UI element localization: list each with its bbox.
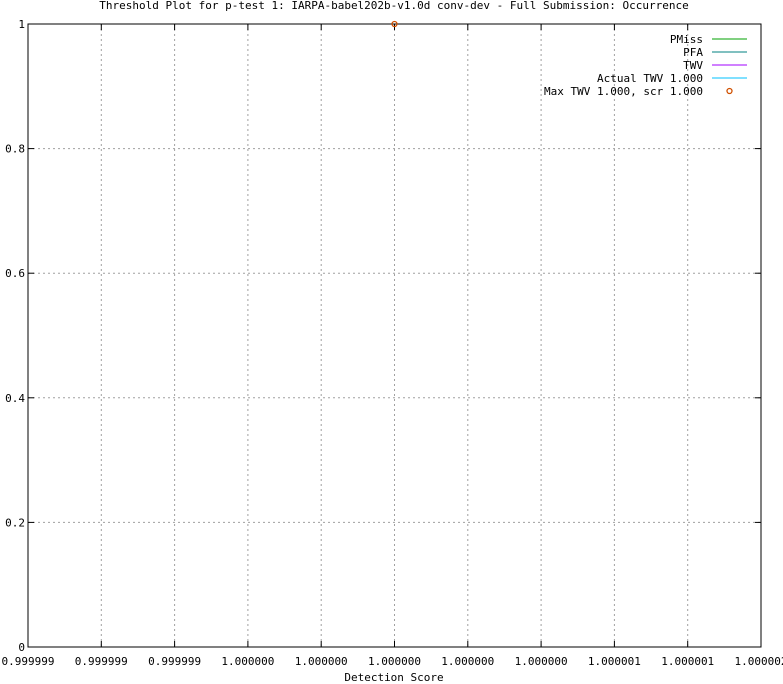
- x-tick-label: 1.000000: [515, 655, 568, 668]
- legend-label: PFA: [683, 46, 703, 59]
- data-points: [391, 20, 398, 28]
- x-tick-label: 1.000001: [661, 655, 714, 668]
- legend-label: TWV: [683, 59, 703, 72]
- x-tick-label: 1.000000: [295, 655, 348, 668]
- grid-lines: [28, 24, 761, 647]
- x-tick-label: 1.000000: [221, 655, 274, 668]
- x-axis-label: Detection Score: [344, 671, 443, 684]
- x-tick-label: 0.999999: [2, 655, 55, 668]
- x-tick-label: 1.000002: [735, 655, 783, 668]
- legend-label: Max TWV 1.000, scr 1.000: [544, 85, 703, 98]
- y-axis: 0 0.2 0.4 0.6 0.8 1: [5, 18, 761, 654]
- chart-title: Threshold Plot for p-test 1: IARPA-babel…: [99, 0, 688, 12]
- x-tick-label: 1.000000: [368, 655, 421, 668]
- x-axis: 0.999999 0.999999 0.999999 1.000000 1.000000…: [2, 24, 783, 668]
- legend-label: Actual TWV 1.000: [597, 72, 703, 85]
- legend-label: PMiss: [670, 33, 703, 46]
- x-tick-label: 1.000000: [441, 655, 494, 668]
- x-tick-label: 0.999999: [148, 655, 201, 668]
- x-tick-label: 1.000001: [588, 655, 641, 668]
- y-tick-label: 0.6: [5, 267, 25, 280]
- legend-marker: [726, 87, 733, 95]
- x-tick-label: 0.999999: [75, 655, 128, 668]
- y-tick-label: 1: [18, 18, 25, 31]
- y-tick-label: 0.2: [5, 516, 25, 529]
- y-tick-label: 0.8: [5, 143, 25, 156]
- y-tick-label: 0.4: [5, 392, 25, 405]
- max-twv-point: [391, 20, 398, 28]
- y-tick-label: 0: [18, 641, 25, 654]
